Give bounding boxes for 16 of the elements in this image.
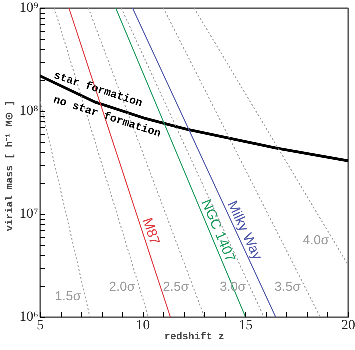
x-tick-label: 5 (37, 318, 44, 334)
x-tick-label: 15 (238, 318, 253, 334)
series-label: 3.5σ (274, 279, 301, 294)
x-axis-title: redshift z (164, 332, 225, 344)
series-label: 2.0σ (109, 279, 136, 294)
x-tick-label: 10 (136, 318, 150, 334)
y-tick-label: 10⁸ (20, 104, 39, 119)
series-label: 2.5σ (163, 279, 190, 294)
x-tick-label: 20 (342, 318, 355, 334)
y-axis-title: virial mass [ h⁻¹ M⊙ ] (4, 100, 17, 232)
y-tick-label: 10⁹ (20, 1, 39, 16)
series-label: 1.5σ (55, 288, 82, 304)
text: M87 (140, 216, 164, 247)
series-label: 4.0σ (303, 232, 330, 248)
y-tick-label: 10⁶ (20, 310, 39, 325)
y-tick-label: 10⁷ (20, 207, 39, 222)
